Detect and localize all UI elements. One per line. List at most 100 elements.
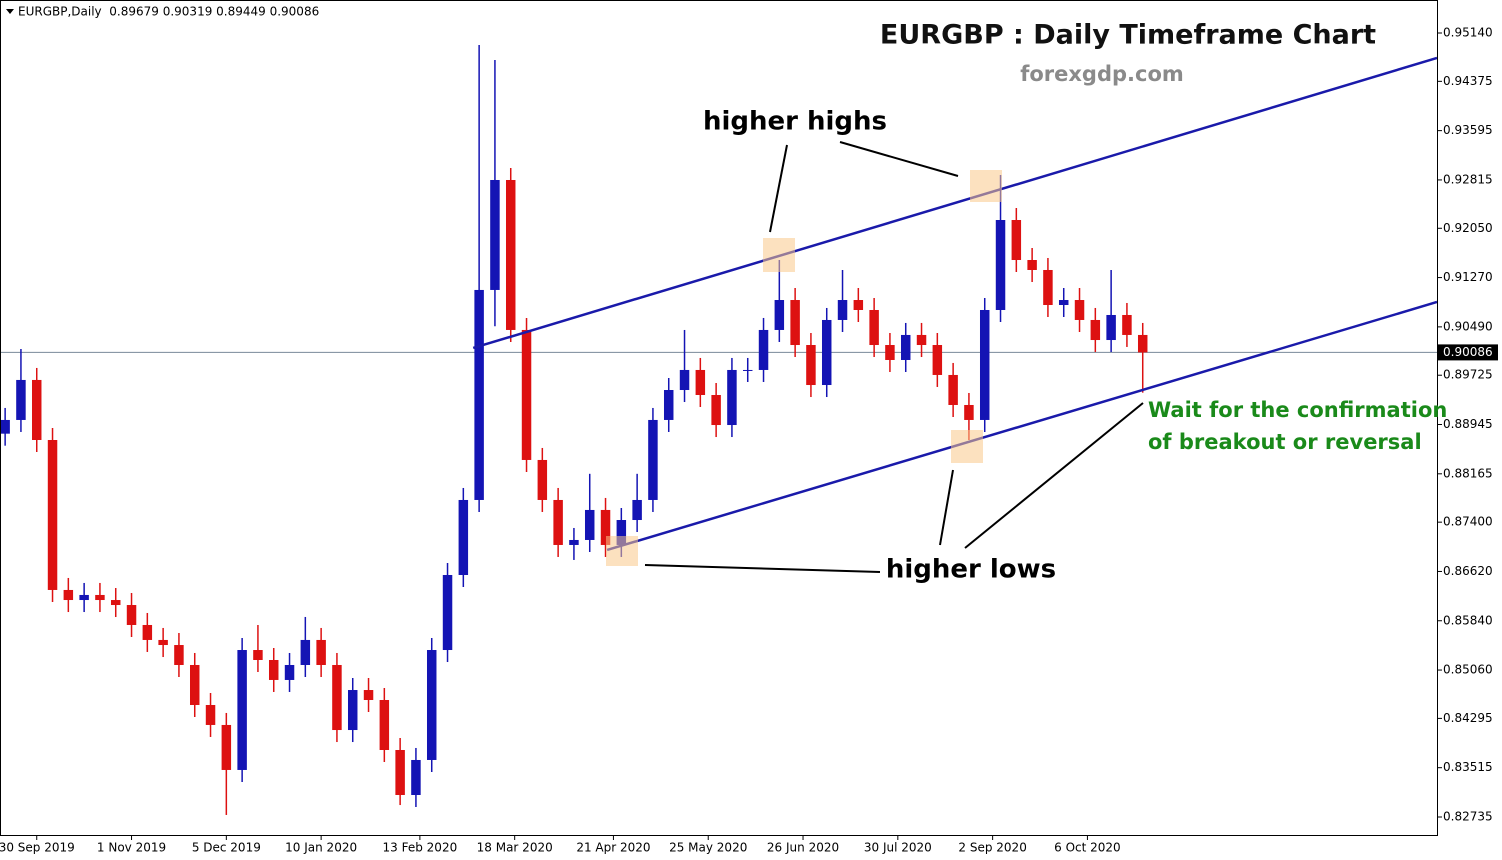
y-tick-label: 0.88945 bbox=[1443, 417, 1493, 431]
y-tick-label: 0.90490 bbox=[1443, 319, 1493, 333]
chart-title: EURGBP : Daily Timeframe Chart bbox=[880, 20, 1376, 51]
pointer bbox=[769, 144, 788, 233]
candle-body bbox=[932, 345, 943, 375]
candle bbox=[1043, 257, 1053, 318]
candle-body bbox=[553, 499, 563, 545]
y-tick-label: 0.85840 bbox=[1443, 613, 1493, 627]
candle-body bbox=[1074, 300, 1085, 320]
candle-body bbox=[205, 704, 216, 725]
highlight bbox=[606, 536, 638, 566]
candle bbox=[916, 322, 927, 358]
candle-body bbox=[110, 600, 121, 606]
last-price-box bbox=[1438, 344, 1498, 361]
candle-body bbox=[31, 379, 42, 440]
candle-body bbox=[411, 759, 421, 795]
plot-frame bbox=[0, 0, 1438, 836]
y-tick-label: 0.89725 bbox=[1443, 368, 1493, 382]
candle-body bbox=[316, 639, 326, 665]
pointer bbox=[839, 141, 959, 177]
candle bbox=[189, 652, 200, 718]
candle-body bbox=[395, 749, 405, 795]
y-tick-label: 0.86620 bbox=[1443, 564, 1493, 578]
highlight bbox=[763, 238, 795, 272]
candle bbox=[505, 167, 516, 342]
y-tick-label: 0.87400 bbox=[1443, 515, 1493, 529]
x-tick-label: 10 Jan 2020 bbox=[285, 841, 357, 855]
candle-body bbox=[1106, 314, 1116, 341]
candle bbox=[727, 357, 737, 438]
y-tick-label: 0.92050 bbox=[1443, 221, 1493, 235]
x-tick-label: 26 Jun 2020 bbox=[767, 841, 839, 855]
candle bbox=[79, 582, 89, 613]
candle bbox=[284, 652, 295, 692]
x-tick-label: 21 Apr 2020 bbox=[576, 841, 650, 855]
candle bbox=[205, 692, 216, 737]
candle-body bbox=[916, 334, 927, 346]
candle-body bbox=[648, 419, 658, 500]
candle-body bbox=[774, 300, 785, 330]
candle bbox=[742, 357, 753, 382]
pointers bbox=[644, 141, 1144, 573]
candle-body bbox=[426, 650, 437, 760]
candle-body bbox=[16, 379, 26, 420]
candle-body bbox=[458, 499, 469, 575]
candle bbox=[347, 678, 358, 743]
pointer bbox=[644, 564, 881, 573]
annotation: higher highs bbox=[703, 107, 887, 137]
candle-body bbox=[1043, 269, 1053, 306]
candle bbox=[979, 297, 990, 432]
candle bbox=[948, 362, 958, 417]
candle bbox=[110, 588, 121, 618]
candle bbox=[253, 624, 263, 673]
chart-subtitle: forexgdp.com bbox=[1020, 62, 1184, 86]
candle bbox=[1122, 302, 1132, 347]
candle-body bbox=[679, 369, 690, 391]
candle-body bbox=[505, 179, 516, 330]
candle-body bbox=[1122, 314, 1132, 335]
candle-body bbox=[742, 369, 753, 371]
candle-body bbox=[63, 589, 74, 601]
candle bbox=[158, 627, 168, 658]
candle-body bbox=[0, 419, 10, 434]
candle bbox=[932, 333, 943, 387]
candle bbox=[537, 447, 548, 512]
candle-body bbox=[537, 459, 548, 500]
candle-body bbox=[442, 574, 453, 651]
candle-body bbox=[363, 690, 374, 701]
y-tick-label: 0.84295 bbox=[1443, 711, 1493, 725]
candle bbox=[31, 367, 42, 453]
candle bbox=[174, 633, 184, 677]
candle-body bbox=[47, 439, 58, 590]
candle bbox=[806, 333, 816, 398]
candle bbox=[474, 44, 484, 512]
candle-body bbox=[95, 594, 105, 601]
candle bbox=[600, 497, 611, 557]
candle-body bbox=[221, 724, 232, 770]
candle bbox=[426, 638, 437, 772]
candle bbox=[663, 377, 674, 432]
y-tick-label: 0.85060 bbox=[1443, 663, 1493, 677]
candle bbox=[332, 652, 342, 743]
candle bbox=[632, 473, 642, 533]
candle-body bbox=[806, 345, 816, 386]
candle-body bbox=[821, 319, 832, 386]
candle-body bbox=[158, 639, 168, 646]
x-tick-label: 30 Jul 2020 bbox=[864, 841, 932, 855]
highlight bbox=[970, 170, 1002, 202]
candle bbox=[1074, 288, 1085, 332]
candle-body bbox=[347, 690, 358, 731]
candle-body bbox=[758, 329, 769, 370]
candle bbox=[679, 329, 690, 403]
candle bbox=[221, 712, 232, 815]
candle-body bbox=[964, 404, 974, 420]
candle bbox=[1106, 269, 1116, 353]
candle-body bbox=[837, 300, 848, 320]
candle-body bbox=[1137, 334, 1148, 353]
y-tick-label: 0.82735 bbox=[1443, 809, 1493, 823]
candle-body bbox=[663, 390, 674, 420]
y-tick-label: 0.91270 bbox=[1443, 270, 1493, 284]
candle bbox=[490, 59, 500, 327]
candle bbox=[900, 322, 911, 372]
candle-body bbox=[126, 605, 137, 625]
candle-body bbox=[885, 345, 895, 360]
